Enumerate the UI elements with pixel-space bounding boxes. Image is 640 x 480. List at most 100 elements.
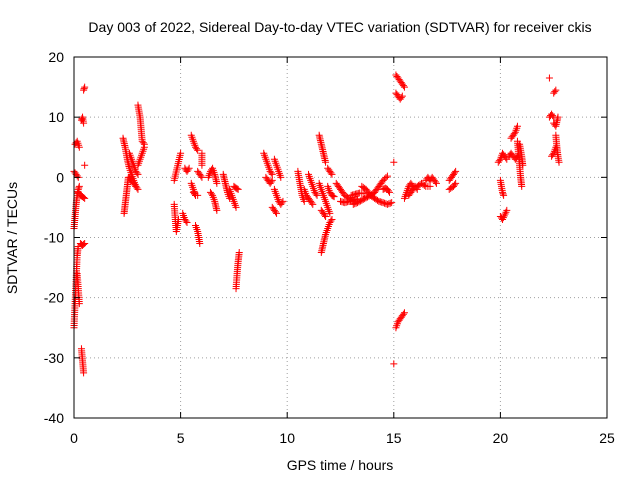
data-point — [452, 167, 460, 175]
data-point — [308, 199, 316, 207]
data-point — [312, 190, 320, 198]
data-point — [399, 82, 407, 90]
data-point — [552, 86, 560, 94]
data-point — [268, 170, 276, 178]
data-point — [426, 182, 434, 190]
data-point — [519, 161, 527, 169]
data-point — [451, 169, 459, 177]
x-tick-label: 15 — [386, 430, 402, 446]
data-point — [384, 187, 392, 195]
data-point — [80, 240, 88, 248]
data-point — [75, 184, 83, 192]
data-point — [383, 200, 391, 208]
x-tick-labels: 0 5 10 15 20 25 — [70, 430, 615, 446]
data-point — [278, 199, 286, 207]
data-point — [452, 179, 460, 187]
data-point — [182, 217, 190, 225]
data-point — [379, 199, 387, 207]
data-point — [555, 158, 563, 166]
data-point — [321, 211, 329, 219]
axis-ticks — [73, 56, 608, 419]
data-point — [499, 215, 507, 223]
x-tick-label: 0 — [70, 430, 78, 446]
data-point — [502, 154, 510, 162]
data-point — [208, 190, 216, 198]
data-point — [139, 139, 147, 147]
chart-title: Day 003 of 2022, Sidereal Day-to-day VTE… — [88, 19, 591, 35]
data-point — [390, 158, 398, 166]
data-point — [385, 200, 393, 208]
data-point — [551, 88, 559, 96]
data-point — [354, 199, 362, 207]
data-point — [382, 174, 390, 182]
data-point — [500, 212, 508, 220]
data-point — [75, 182, 83, 190]
data-point — [75, 143, 83, 151]
data-point — [502, 208, 510, 216]
data-point — [185, 164, 193, 172]
data-point — [349, 200, 357, 208]
y-axis-title: SDTVAR / TECUs — [4, 182, 20, 294]
data-point — [400, 83, 408, 91]
data-point — [420, 181, 428, 189]
y-tick-label: 10 — [48, 109, 64, 125]
data-point — [267, 169, 275, 177]
data-point — [196, 240, 204, 248]
data-point — [451, 181, 459, 189]
data-point — [80, 193, 88, 201]
data-point — [322, 212, 330, 220]
data-point — [399, 310, 407, 318]
data-point — [400, 309, 408, 317]
data-point — [330, 193, 338, 201]
y-tick-label: -20 — [44, 290, 64, 306]
data-point — [273, 209, 281, 217]
y-tick-label: -40 — [44, 410, 64, 426]
x-axis-title: GPS time / hours — [287, 457, 394, 473]
data-point — [328, 170, 336, 178]
data-point — [133, 184, 141, 192]
data-point — [174, 215, 182, 223]
data-point — [134, 185, 142, 193]
data-point — [351, 200, 359, 208]
data-point — [500, 191, 508, 199]
grid-lines — [74, 57, 607, 418]
data-point — [140, 140, 148, 148]
x-tick-label: 10 — [279, 430, 295, 446]
data-point — [81, 161, 89, 169]
data-point — [510, 130, 518, 138]
data-point — [271, 208, 279, 216]
data-point — [81, 83, 89, 91]
data-point — [81, 240, 89, 248]
data-point — [73, 172, 81, 180]
data-point — [518, 182, 526, 190]
data-point — [328, 215, 336, 223]
data-point — [499, 214, 507, 222]
data-point — [554, 113, 562, 121]
data-point — [373, 196, 381, 204]
data-point — [234, 185, 242, 193]
data-point — [279, 197, 287, 205]
y-tick-labels: -40 -30 -20 -10 0 10 20 — [44, 49, 64, 426]
x-tick-label: 20 — [493, 430, 509, 446]
y-tick-label: 0 — [56, 169, 64, 185]
data-point — [329, 192, 337, 200]
data-point — [300, 197, 308, 205]
data-point — [495, 157, 503, 165]
data-point — [277, 173, 285, 181]
data-point — [232, 203, 240, 211]
data-point — [309, 200, 317, 208]
data-point — [398, 92, 406, 100]
data-point — [177, 149, 185, 157]
data-point — [355, 198, 363, 206]
data-point — [80, 119, 88, 127]
data-point — [326, 209, 334, 217]
data-point — [197, 172, 205, 180]
data-point — [383, 172, 391, 180]
data-point — [549, 112, 557, 120]
data-point — [133, 169, 141, 177]
data-point — [352, 199, 360, 207]
data-point — [431, 178, 439, 186]
data-point — [322, 158, 330, 166]
data-point — [213, 206, 221, 214]
